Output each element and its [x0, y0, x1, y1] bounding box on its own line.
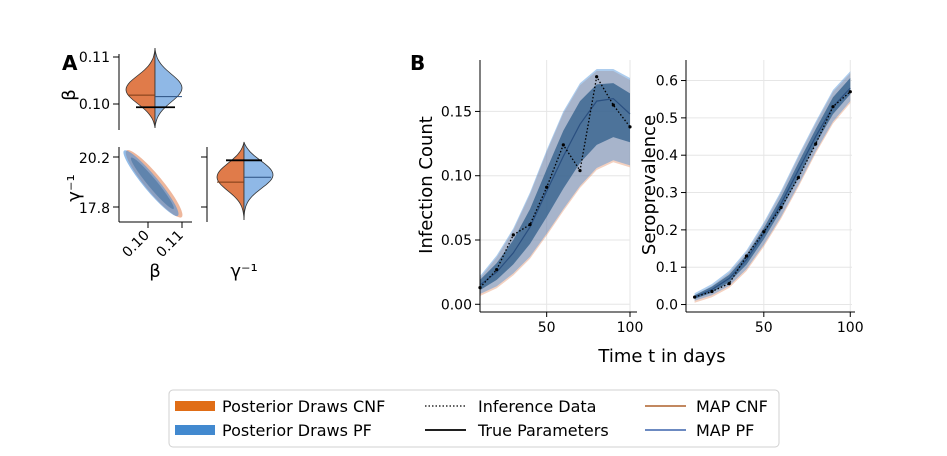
seroprevalence-ticks: 0.0 0.1 0.2 0.3 0.4 0.5 0.6 50 100: [656, 74, 864, 336]
infection-data-point: [611, 103, 615, 107]
seroprevalence-x-tick-label: 50: [755, 320, 773, 336]
infection-data-point: [528, 222, 532, 227]
seroprevalence-data-point: [744, 254, 749, 258]
beta-violin-plot: 0.11 0.10 β: [59, 47, 183, 130]
infection-data-point: [511, 233, 515, 237]
gamma-x-label: γ⁻¹: [230, 261, 257, 282]
infection-count-plot: 0.00 0.05 0.10 0.15 50 100 Infection Count: [416, 60, 643, 336]
infection-y-tick-label: 0.15: [441, 104, 472, 120]
joint-scatter-plot: 20.2 17.8 0.10 0.11 γ⁻¹ β: [64, 147, 192, 282]
legend: Posterior Draws CNF Posterior Draws PF I…: [168, 389, 780, 448]
legend-label-map-cnf: MAP CNF: [696, 397, 768, 416]
gamma-violin-cnf-half: [216, 141, 245, 221]
seroprevalence-data-point: [693, 295, 697, 299]
seroprevalence-x-tick-label: 100: [837, 320, 864, 336]
seroprevalence-data-point: [727, 282, 731, 286]
panel-label-a: A: [62, 51, 78, 75]
seroprevalence-data-point: [710, 289, 714, 294]
seroprevalence-pf-outer-band: [694, 71, 851, 301]
seroprevalence-y-label: Seroprevalence: [639, 115, 660, 255]
seroprevalence-y-tick-label: 0.4: [656, 148, 678, 164]
seroprevalence-data-point: [762, 230, 766, 234]
seroprevalence-map-line: [694, 87, 851, 298]
legend-label-inference-data: Inference Data: [478, 397, 596, 416]
legend-frame: [168, 389, 780, 448]
seroprevalence-y-tick-label: 0.2: [656, 223, 678, 239]
seroprevalence-y-tick-label: 0.0: [656, 298, 678, 314]
seroprevalence-posterior-bands: [694, 71, 851, 303]
legend-swatch-posterior-cnf: [175, 401, 215, 411]
infection-x-tick-label: 50: [538, 320, 556, 336]
beta-y-label: β: [59, 89, 80, 101]
seroprevalence-data-point: [831, 105, 835, 109]
joint-core-density: [130, 157, 174, 210]
seroprevalence-y-tick-label: 0.5: [656, 111, 678, 127]
infection-data-point: [495, 267, 499, 272]
infection-data-point: [628, 125, 632, 129]
infection-ticks: 0.00 0.05 0.10 0.15 50 100: [441, 104, 644, 336]
seroprevalence-data-point: [848, 90, 852, 94]
joint-y-tick-label: 20.2: [79, 151, 110, 167]
joint-y-tick-label: 17.8: [79, 201, 110, 217]
legend-label-posterior-cnf: Posterior Draws CNF: [222, 397, 385, 416]
seroprevalence-data-point: [796, 176, 800, 180]
seroprevalence-grid: [686, 60, 852, 312]
seroprevalence-pf-inner-band: [694, 77, 851, 299]
seroprevalence-data-point: [779, 205, 783, 210]
infection-data-point: [578, 168, 582, 173]
infection-y-tick-label: 0.00: [441, 297, 472, 313]
panel-label-b: B: [410, 51, 425, 75]
legend-label-true-parameters: True Parameters: [477, 421, 609, 440]
infection-data-point: [545, 185, 549, 189]
seroprevalence-data-point: [814, 142, 818, 146]
infection-y-label: Infection Count: [416, 116, 437, 254]
infection-y-tick-label: 0.10: [441, 169, 472, 185]
gamma-violin-pf-half: [243, 141, 274, 221]
seroprevalence-y-tick-label: 0.1: [656, 260, 678, 276]
joint-x-label: β: [149, 261, 161, 282]
infection-inference-data-points: [478, 75, 632, 290]
seroprevalence-y-tick-label: 0.6: [656, 74, 678, 90]
beta-y-tick-label: 0.10: [79, 97, 110, 113]
beta-y-tick-label: 0.11: [79, 50, 110, 66]
infection-map-line: [479, 97, 631, 286]
joint-posterior-cloud: [123, 150, 183, 218]
gamma-violin-plot: γ⁻¹: [201, 141, 274, 282]
legend-label-posterior-pf: Posterior Draws PF: [222, 421, 372, 440]
seroprevalence-y-tick-label: 0.3: [656, 186, 678, 202]
infection-data-point: [595, 75, 599, 79]
time-x-label: Time t in days: [597, 346, 725, 367]
joint-x-tick-label: 0.10: [119, 228, 152, 261]
seroprevalence-plot: 0.0 0.1 0.2 0.3 0.4 0.5 0.6 50 100 Seroprevalenc…: [639, 60, 864, 336]
infection-pf-inner-band: [480, 83, 630, 291]
beta-violin-pf-half: [154, 47, 183, 129]
joint-y-label: γ⁻¹: [64, 174, 85, 201]
seroprevalence-inference-data-points: [693, 90, 852, 299]
infection-data-point: [561, 143, 565, 147]
joint-x-tick-label: 0.11: [153, 228, 186, 261]
infection-posterior-bands: [480, 69, 630, 296]
infection-y-tick-label: 0.05: [441, 233, 472, 249]
legend-swatch-posterior-pf: [175, 425, 215, 435]
infection-x-tick-label: 100: [617, 320, 644, 336]
legend-label-map-pf: MAP PF: [696, 421, 754, 440]
beta-violin-cnf-half: [125, 47, 156, 129]
